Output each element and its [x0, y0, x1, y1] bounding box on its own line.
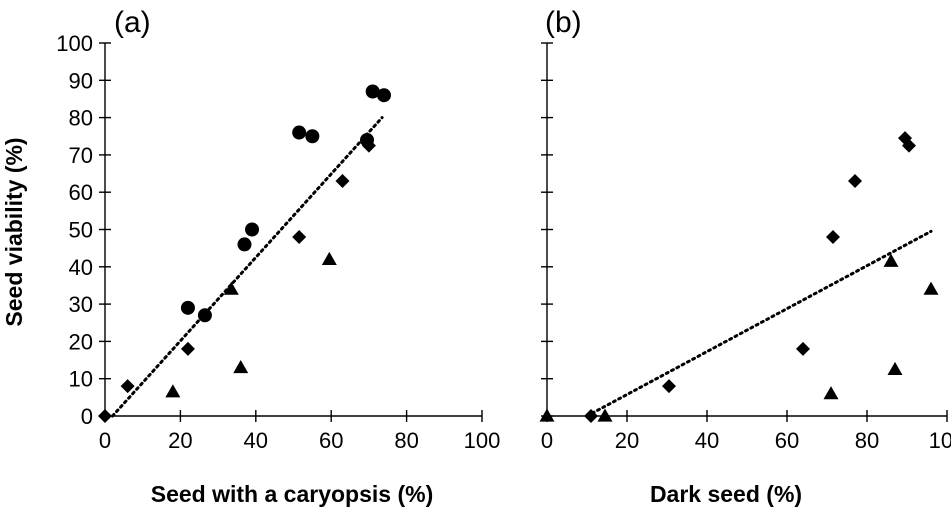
y-tick-label-a: 100 [56, 31, 93, 56]
x-tick-label-b: 0 [541, 428, 553, 453]
x-tick-label-b: 60 [775, 428, 799, 453]
x-tick-label-a: 20 [168, 428, 192, 453]
point-diamond-b [662, 379, 676, 394]
point-diamond-b [584, 409, 598, 423]
y-tick-label-a: 90 [69, 68, 93, 93]
point-circle-a [292, 125, 307, 140]
point-triangle-b [823, 386, 839, 400]
point-circle-a [237, 237, 252, 252]
point-triangle-a [223, 281, 239, 295]
y-tick-label-a: 30 [69, 292, 93, 317]
point-triangle-b [887, 361, 903, 375]
y-tick-label-a: 20 [69, 329, 93, 354]
y-tick-label-a: 70 [69, 143, 93, 168]
point-diamond-a [292, 229, 307, 244]
y-tick-label-a: 10 [69, 367, 93, 392]
x-tick-label-a: 40 [244, 428, 268, 453]
point-diamond-b [796, 341, 810, 356]
point-diamond-a [120, 379, 135, 394]
y-tick-label-a: 40 [69, 255, 93, 280]
x-tick-label-a: 60 [319, 428, 343, 453]
x-tick-label-b: 40 [695, 428, 719, 453]
x-tick-label-a: 80 [394, 428, 418, 453]
x-axis-label-b: Dark seed (%) [650, 481, 802, 507]
x-tick-label-b: 80 [855, 428, 879, 453]
trendline-a [111, 116, 384, 418]
point-diamond-b [902, 138, 916, 153]
x-tick-label-b: 100 [929, 428, 951, 453]
point-diamond-a [361, 138, 376, 153]
trendline-b [585, 229, 933, 418]
point-diamond-a [335, 174, 350, 189]
point-diamond-b [848, 174, 862, 189]
point-circle-a [197, 308, 212, 323]
x-axis-label-a: Seed with a caryopsis (%) [151, 481, 433, 507]
point-triangle-b [597, 408, 613, 422]
y-tick-label-a: 0 [81, 404, 93, 429]
point-circle-a [365, 84, 380, 99]
point-diamond-a [98, 409, 112, 423]
y-tick-label-a: 80 [69, 106, 93, 131]
x-tick-label-a: 100 [464, 428, 501, 453]
point-triangle-a [233, 360, 249, 374]
point-triangle-a [321, 251, 337, 265]
panel-label-a: (a) [114, 6, 151, 39]
y-axis-label-a: Seed viability (%) [1, 137, 27, 326]
point-triangle-b [923, 281, 939, 295]
point-circle-a [180, 300, 195, 315]
point-diamond-b [826, 229, 840, 244]
point-triangle-a [165, 384, 181, 398]
point-triangle-b [539, 408, 555, 422]
y-tick-label-a: 50 [69, 218, 93, 243]
panel-label-b: (b) [545, 6, 582, 39]
y-tick-label-a: 60 [69, 180, 93, 205]
x-tick-label-a: 0 [99, 428, 111, 453]
point-triangle-b [883, 253, 899, 267]
panel-b: (b) Dark seed (%) 0 20 40 60 80 100 [539, 6, 951, 507]
x-tick-label-b: 20 [615, 428, 639, 453]
panel-a: (a) Seed with a caryopsis (%) 0 20 40 60 80 1… [56, 6, 500, 507]
point-circle-a [305, 129, 320, 144]
point-circle-a [376, 88, 391, 103]
point-circle-a [245, 222, 260, 237]
point-diamond-a [180, 341, 195, 356]
